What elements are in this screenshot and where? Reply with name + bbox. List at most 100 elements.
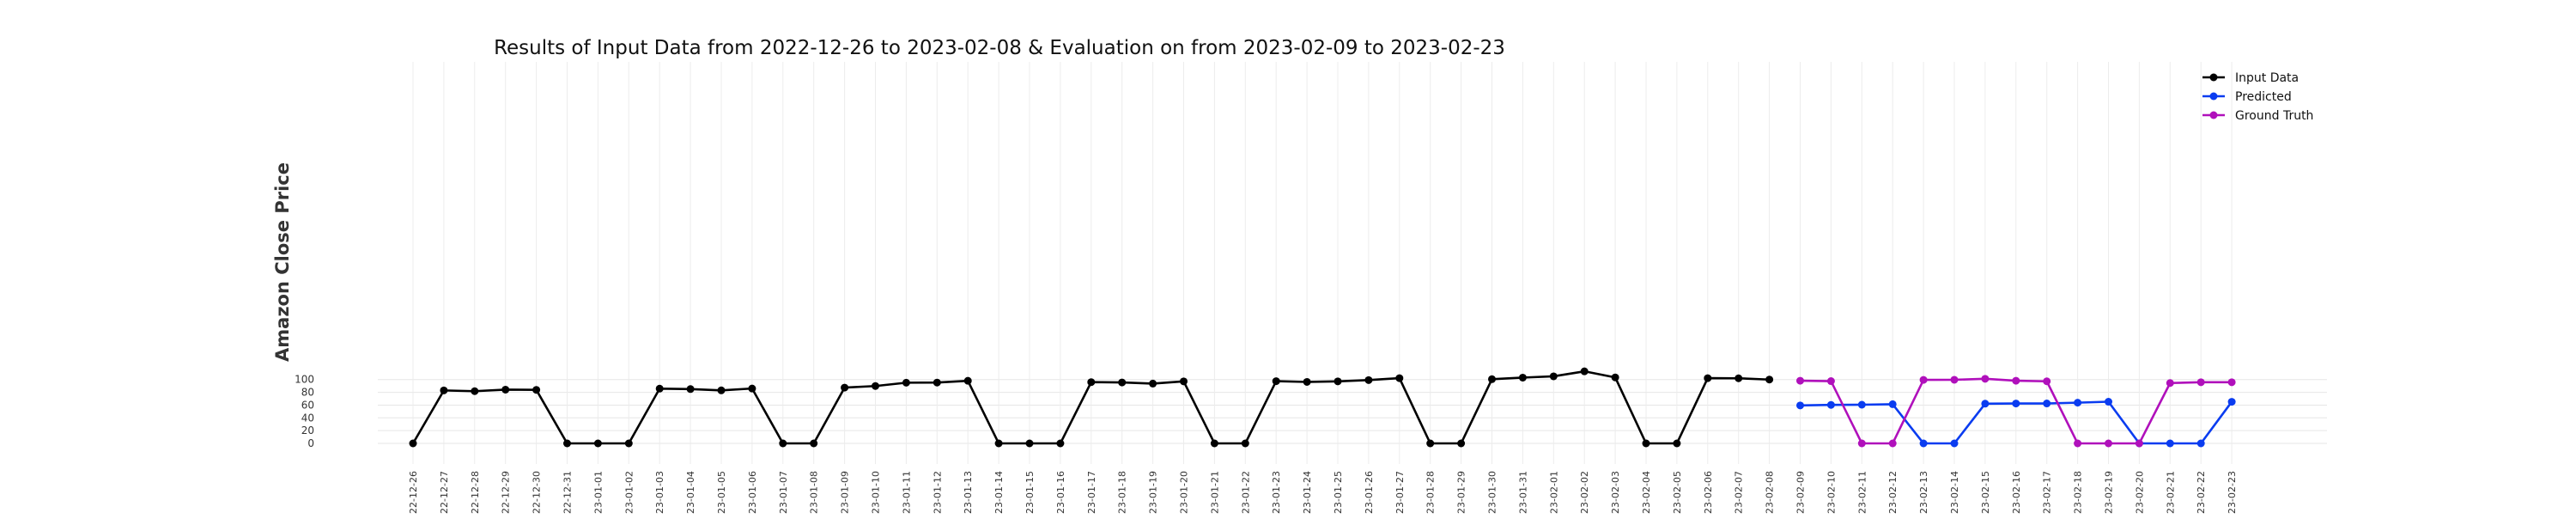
predicted-point	[2166, 439, 2174, 448]
predicted-point	[1796, 401, 1804, 410]
ground-truth-point	[1888, 439, 1897, 448]
x-tick-label: 23-01-21	[1209, 471, 1220, 514]
x-tick-label: 23-01-15	[1024, 471, 1036, 514]
legend-ground-truth-label: Ground Truth	[2235, 109, 2313, 123]
x-tick-label: 23-02-03	[1610, 471, 1621, 514]
x-tick-label: 23-01-13	[963, 471, 974, 514]
x-tick-label: 22-12-30	[532, 471, 543, 514]
ground-truth-point	[1826, 377, 1835, 386]
ground-truth-point	[2196, 378, 2205, 387]
x-tick-label: 23-01-20	[1179, 471, 1190, 514]
input-data-point	[810, 439, 818, 448]
x-tick-label: 23-01-02	[623, 471, 635, 514]
input-data-point	[563, 439, 571, 448]
predicted-point	[2105, 398, 2112, 406]
ground-truth-point	[2043, 377, 2051, 386]
input-data-point	[1334, 377, 1342, 386]
x-tick-label: 23-02-16	[2011, 471, 2022, 514]
x-tick-label: 23-02-10	[1826, 471, 1837, 514]
input-data-point	[1180, 377, 1188, 386]
input-data-point	[748, 384, 756, 393]
x-tick-label: 23-02-23	[2227, 471, 2238, 514]
x-tick-label: 23-01-31	[1517, 471, 1528, 514]
predicted-point	[1981, 400, 1990, 408]
y-axis-label: Amazon Close Price	[272, 162, 293, 362]
x-tick-label: 23-01-01	[592, 471, 604, 514]
input-data-point	[1611, 373, 1619, 382]
x-tick-label: 23-02-06	[1703, 471, 1714, 514]
input-data-point	[841, 383, 849, 392]
x-tick-label: 23-01-27	[1394, 471, 1406, 514]
input-data-point	[872, 382, 879, 390]
input-data-point	[963, 376, 972, 385]
predicted-point	[2043, 400, 2051, 408]
predicted-point	[1888, 400, 1897, 408]
x-tick-label: 23-01-04	[685, 471, 696, 514]
legend-input-data-marker	[2209, 73, 2218, 82]
x-tick-label: 23-01-30	[1487, 471, 1498, 514]
x-tick-label: 23-02-11	[1856, 471, 1868, 514]
input-data-point	[1580, 367, 1589, 376]
x-tick-label: 23-02-17	[2042, 471, 2053, 514]
x-tick-label: 23-01-12	[932, 471, 943, 514]
legend-ground-truth-marker	[2209, 111, 2218, 119]
x-tick-label: 23-02-12	[1887, 471, 1899, 514]
y-tick-label: 40	[301, 412, 314, 424]
x-tick-label: 23-02-19	[2104, 471, 2115, 514]
series-lines	[409, 367, 2236, 448]
x-tick-label: 23-01-26	[1364, 471, 1375, 514]
x-tick-label: 23-02-20	[2134, 471, 2145, 514]
x-tick-label: 23-02-21	[2165, 471, 2176, 514]
x-tick-label: 23-01-19	[1148, 471, 1159, 514]
legend-predicted-marker	[2209, 92, 2218, 101]
input-data-point	[779, 439, 787, 448]
x-tick-label: 23-02-07	[1734, 471, 1745, 514]
input-data-point	[1087, 378, 1096, 387]
x-tick-label: 23-01-14	[993, 471, 1005, 514]
input-data-point	[501, 385, 510, 394]
x-tick-label: 23-01-16	[1055, 471, 1066, 514]
input-data-point	[1364, 376, 1373, 384]
input-data-point	[717, 386, 726, 394]
input-data-point	[1488, 375, 1496, 383]
input-data-point	[593, 439, 602, 448]
grid-lines	[378, 62, 2327, 464]
x-tick-label: 23-02-15	[1980, 471, 1991, 514]
input-data-point	[1118, 378, 1127, 387]
ground-truth-point	[2105, 439, 2112, 448]
input-data-point	[1241, 439, 1249, 448]
predicted-point	[1919, 439, 1928, 448]
ground-truth-point	[1981, 375, 1990, 383]
input-data-point	[1549, 372, 1558, 381]
x-tick-label: 23-01-17	[1086, 471, 1097, 514]
x-tick-label: 22-12-31	[562, 471, 574, 514]
ground-truth-point	[1796, 376, 1804, 385]
input-data-point	[686, 385, 695, 394]
input-data-point	[1735, 374, 1743, 382]
x-tick-label: 23-02-18	[2073, 471, 2084, 514]
ground-truth-point	[2012, 376, 2020, 385]
ground-truth-point	[1857, 439, 1866, 448]
input-data-point	[1704, 374, 1712, 382]
legend-input-data-label: Input Data	[2235, 71, 2299, 85]
ground-truth-point	[2135, 439, 2143, 448]
x-tick-label: 22-12-28	[470, 471, 481, 514]
input-data-point	[1025, 439, 1034, 448]
y-tick-label: 80	[301, 387, 314, 399]
x-tick-label: 23-02-14	[1949, 471, 1960, 514]
input-data-point	[1673, 439, 1681, 448]
ground-truth-point	[1950, 376, 1959, 384]
predicted-point	[2196, 439, 2205, 448]
x-tick-label: 23-01-23	[1271, 471, 1282, 514]
input-data-point	[1395, 374, 1404, 382]
input-data-point	[994, 439, 1003, 448]
x-tick-label: 23-01-03	[654, 471, 665, 514]
predicted-point	[1857, 400, 1866, 409]
x-tick-label: 23-02-04	[1641, 471, 1652, 514]
x-tick-label: 23-02-22	[2196, 471, 2207, 514]
ground-truth-point	[2166, 379, 2174, 388]
x-tick-label: 23-02-13	[1918, 471, 1929, 514]
input-data-point	[1518, 373, 1527, 382]
